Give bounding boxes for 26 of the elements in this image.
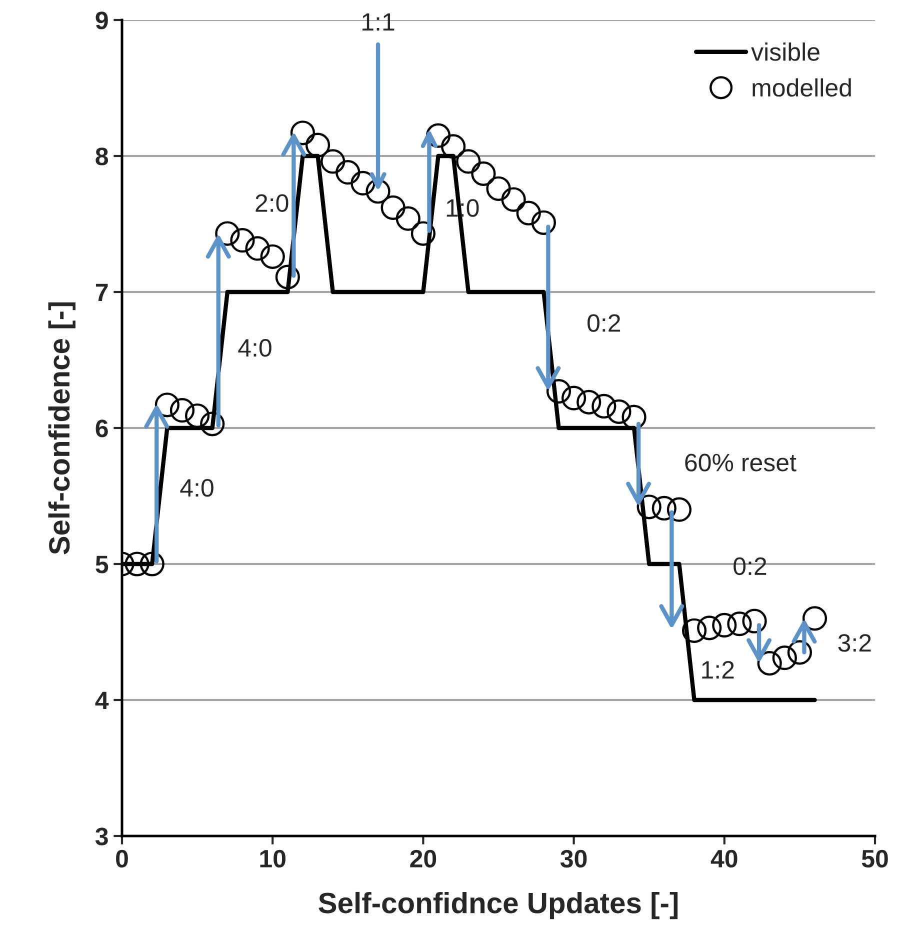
y-tick-label: 5 xyxy=(96,556,108,574)
annotation: 60% reset xyxy=(685,454,796,472)
x-tick-label: 10 xyxy=(260,850,286,868)
x-tick-label: 40 xyxy=(710,850,738,868)
legend-label: modelled xyxy=(752,78,851,97)
y-tick-label: 4 xyxy=(95,692,109,710)
y-tick-label: 9 xyxy=(96,12,108,30)
legend-label: visible xyxy=(751,42,820,61)
x-tick-label: 20 xyxy=(410,850,436,868)
y-tick-label: 8 xyxy=(96,148,108,166)
y-tick-label: 3 xyxy=(95,828,108,846)
y-tick-label: 7 xyxy=(96,284,108,302)
x-tick-label: 50 xyxy=(862,850,888,868)
annotation: 0:2 xyxy=(734,557,766,576)
y-axis-title: Self-confidence [-] xyxy=(48,302,76,554)
y-tick-label: 6 xyxy=(96,420,108,438)
annotation: 1:1 xyxy=(362,13,394,31)
annotation: 3:2 xyxy=(838,634,871,652)
annotation: 2:0 xyxy=(256,194,288,212)
annotation: 4:0 xyxy=(180,479,214,497)
annotation: 1:2 xyxy=(702,660,734,678)
x-tick-label: 30 xyxy=(560,850,587,868)
annotation: 0:2 xyxy=(588,314,620,332)
annotation: 4:0 xyxy=(238,339,272,357)
x-tick-label: 0 xyxy=(116,850,128,868)
x-axis-title: Self-confidnce Updates [-] xyxy=(318,892,678,920)
